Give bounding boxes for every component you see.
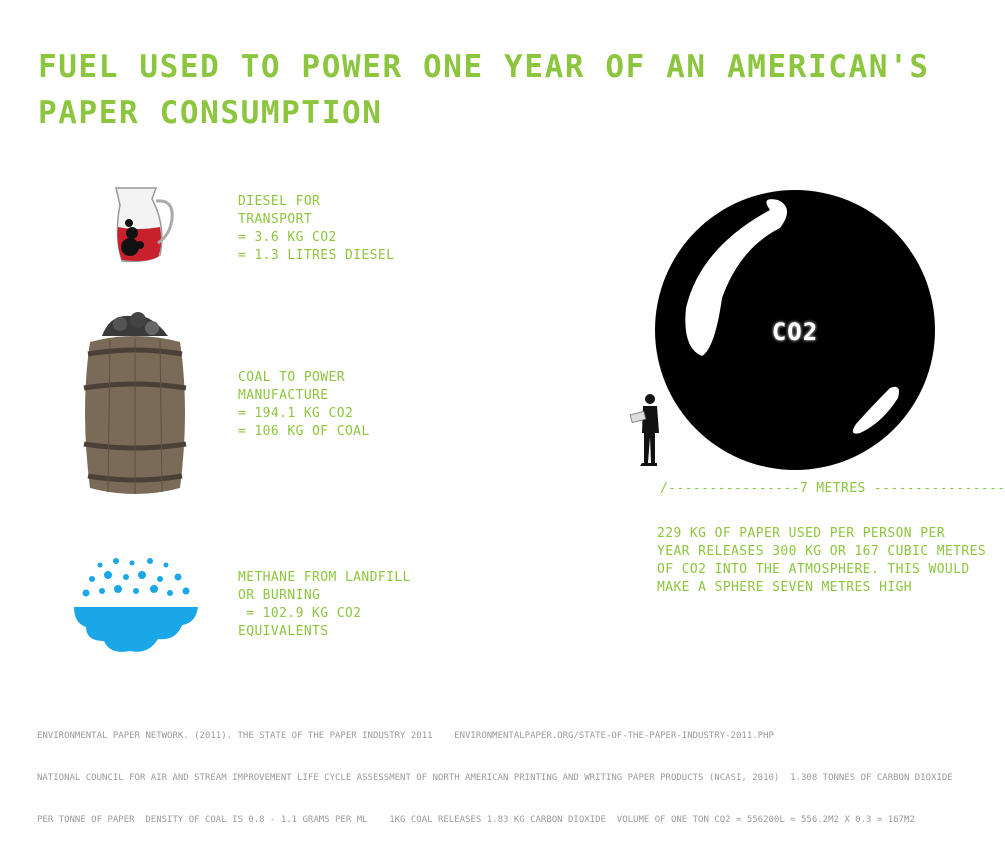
text-line: = 1.3 litres diesel <box>238 248 395 263</box>
text-line: 229 kg of paper used per person per <box>657 526 945 541</box>
text-line: = 102.9 kg CO2 <box>238 606 362 621</box>
text-line: transport <box>238 212 313 227</box>
sphere-description: 229 kg of paper used per person per year… <box>657 525 986 597</box>
page-title: Fuel used to power one year of an Americ… <box>38 44 930 136</box>
measure-label: /----------------7 metres --------------… <box>660 480 1005 498</box>
cloud-icon <box>74 558 198 652</box>
text-line: Methane from landfill <box>238 570 411 585</box>
text-line: manufacture <box>238 388 329 403</box>
text-line: Diesel for <box>238 194 321 209</box>
measure-text: /----------------7 metres --------------… <box>660 481 1005 496</box>
jug-icon <box>115 187 174 263</box>
co2-label: CO2 <box>771 318 819 346</box>
methane-text: Methane from landfill or burning = 102.9… <box>238 569 411 641</box>
text-line: year releases 300 kg or 167 cubic metres <box>657 544 987 559</box>
source-line: National Council for Air and Stream Impr… <box>37 773 953 783</box>
text-line: = 194.1 kg CO2 <box>238 406 354 421</box>
coal-barrel-icon <box>83 312 187 494</box>
person-icon <box>629 394 659 466</box>
source-line: per tonne of paper Density of coal is 0.… <box>37 815 915 825</box>
source-line: Environmental Paper Network. (2011). The… <box>37 731 774 741</box>
text-line: Coal to power <box>238 370 345 385</box>
text-line: or burning <box>238 588 321 603</box>
infographic: Fuel used to power one year of an Americ… <box>37 44 1005 825</box>
title-line-1: Fuel used to power one year of an Americ… <box>38 49 930 85</box>
text-line: equivalents <box>238 624 329 639</box>
text-line: = 106 kg of coal <box>238 424 370 439</box>
text-line: of CO2 into the atmosphere. This would <box>657 562 970 577</box>
title-line-2: paper consumption <box>38 95 383 131</box>
footer-sources: Environmental Paper Network. (2011). The… <box>37 701 997 855</box>
diesel-text: Diesel for transport = 3.6 kg CO2 = 1.3 … <box>238 193 394 265</box>
text-line: = 3.6 kg CO2 <box>238 230 337 245</box>
text-line: make a sphere seven metres high <box>657 580 913 595</box>
co2-sphere <box>655 190 935 470</box>
coal-text: Coal to power manufacture = 194.1 kg CO2… <box>238 369 370 441</box>
